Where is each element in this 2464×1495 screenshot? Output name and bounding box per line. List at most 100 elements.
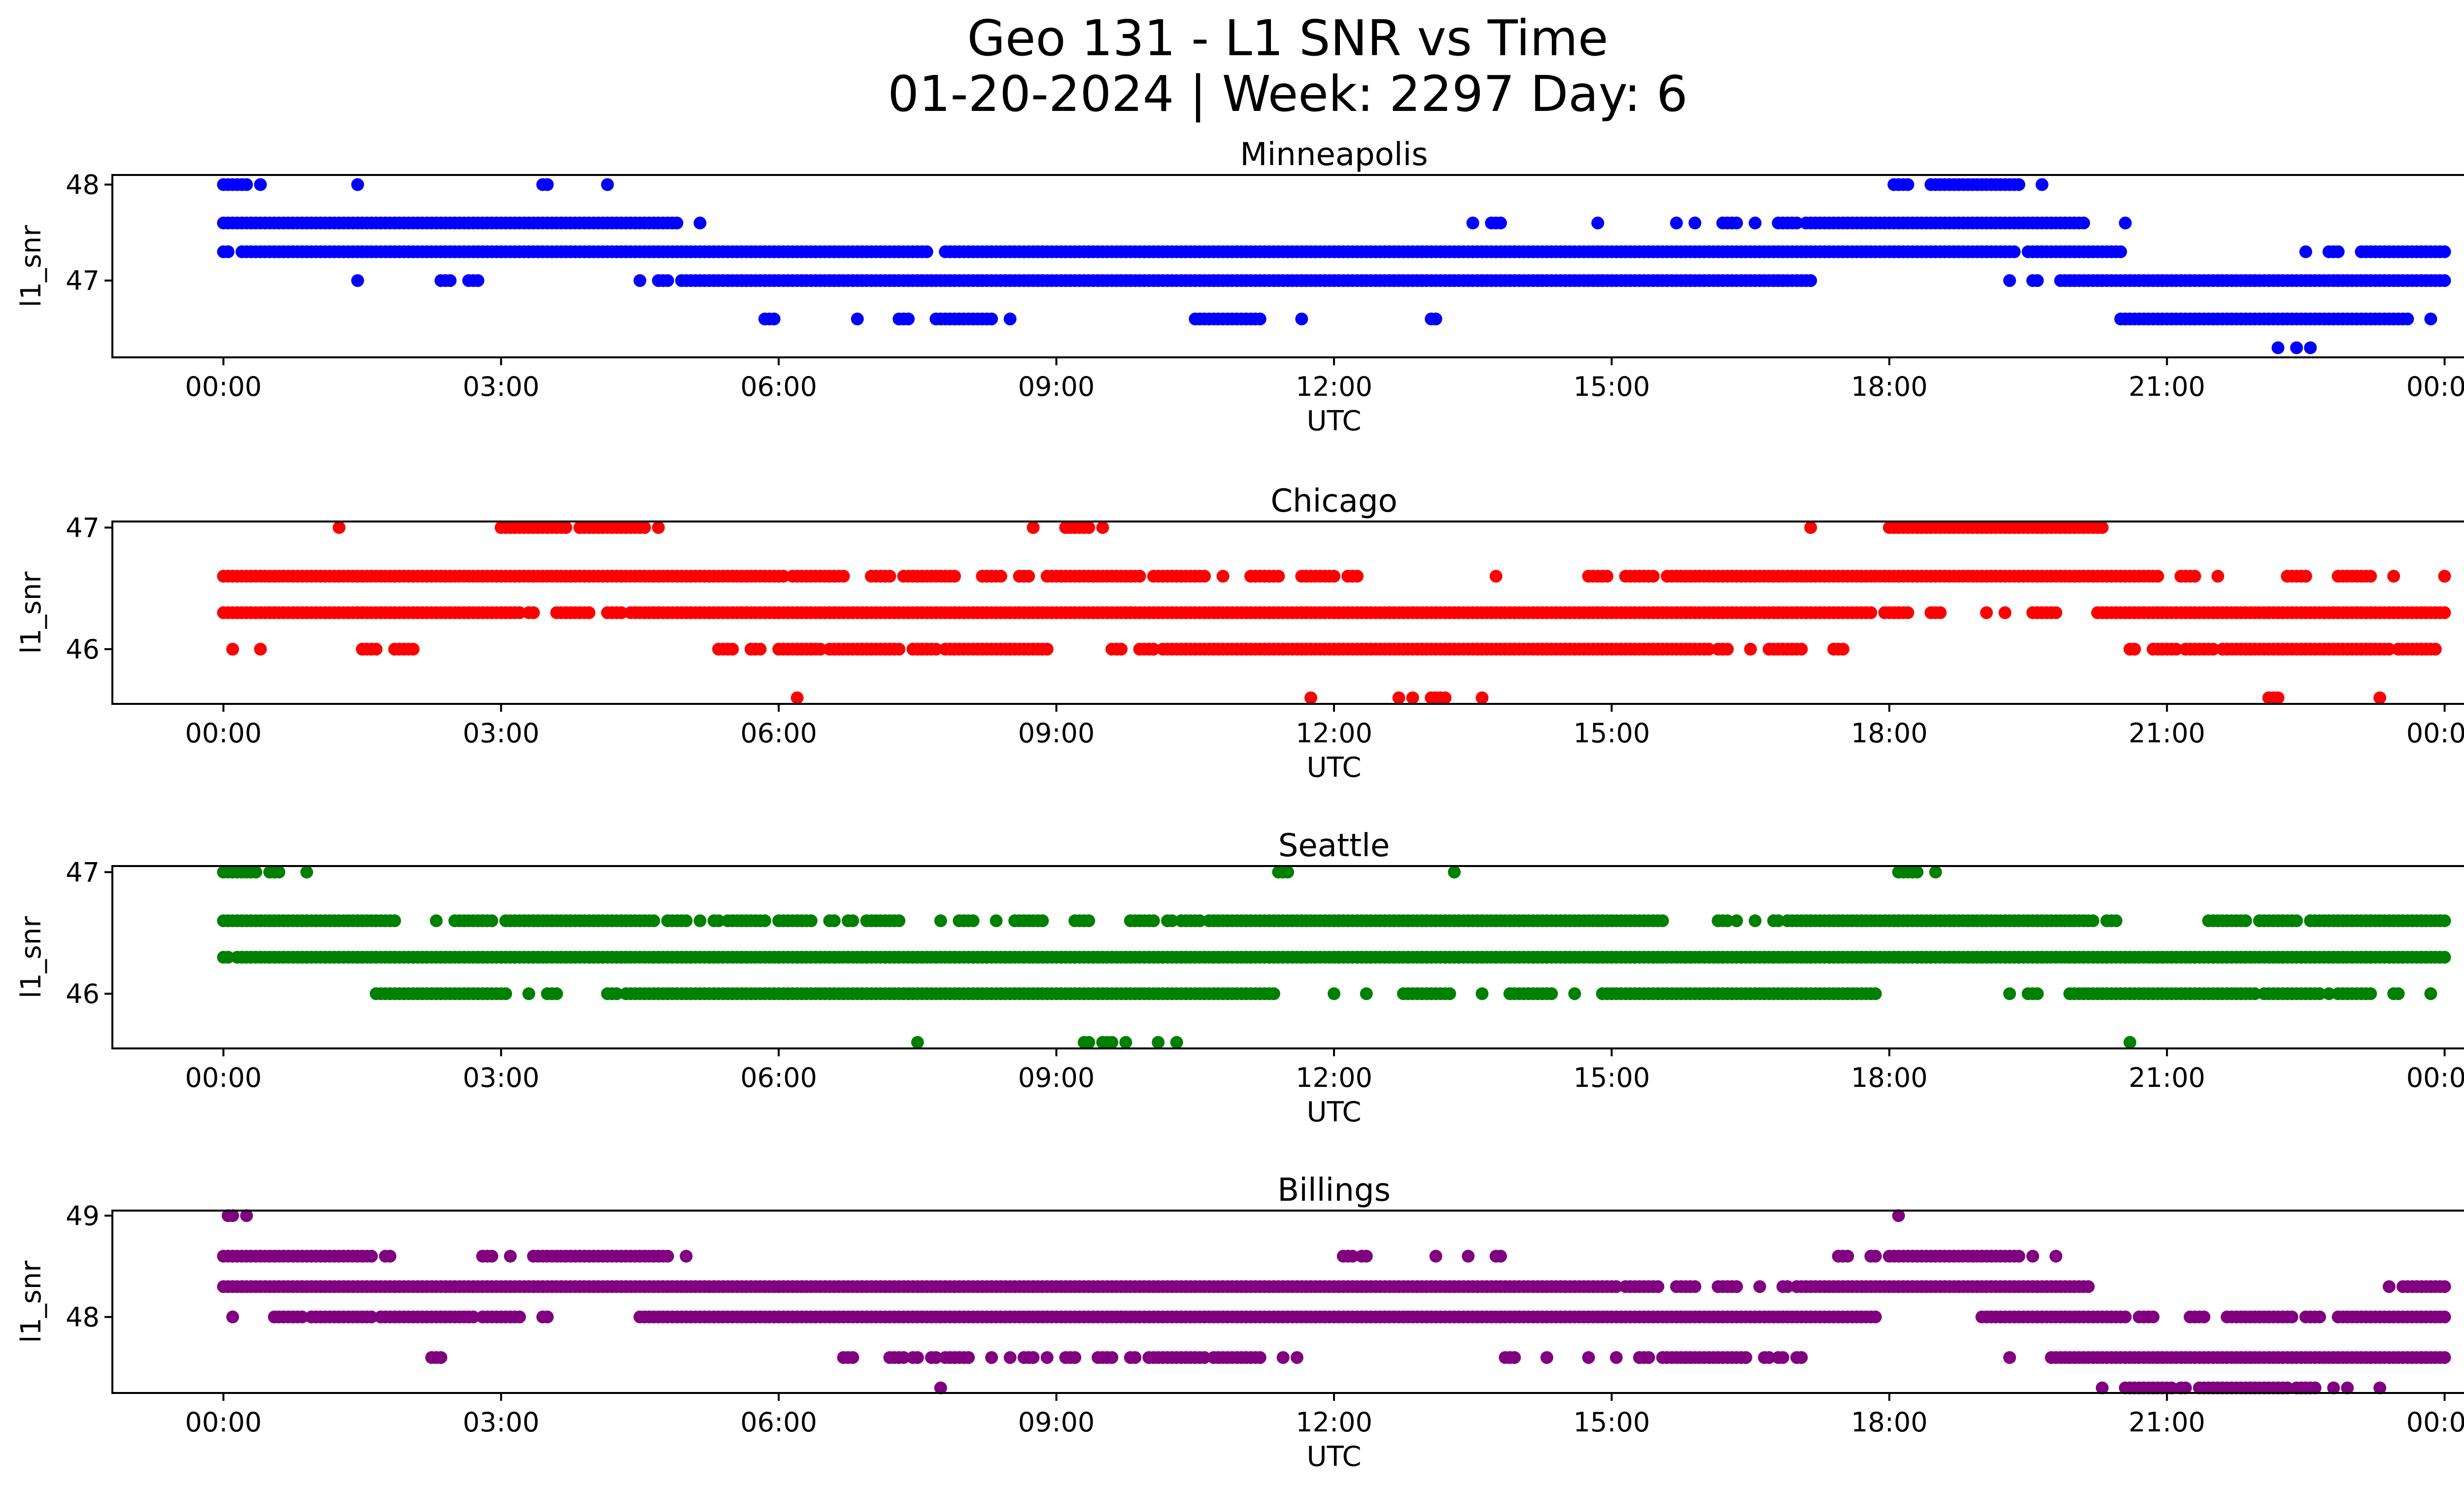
data-point — [2239, 914, 2252, 927]
data-point — [726, 643, 739, 656]
data-point — [2364, 570, 2377, 583]
data-point — [1429, 313, 1442, 326]
panel-title: Minneapolis — [1240, 137, 1428, 173]
data-point — [2003, 987, 2016, 1000]
x-tick-label: 00:00 — [2406, 1062, 2464, 1093]
data-point — [1003, 313, 1017, 326]
data-point — [1170, 1036, 1183, 1049]
y-axis-label: l1_snr — [15, 225, 47, 308]
data-point — [550, 987, 563, 1000]
data-point — [1216, 570, 1230, 583]
data-point — [2290, 341, 2303, 354]
data-point — [1601, 570, 1613, 583]
data-point — [2383, 1280, 2396, 1293]
x-tick-label: 09:00 — [1018, 1407, 1095, 1438]
data-point — [2165, 1381, 2178, 1394]
data-point — [934, 1381, 947, 1394]
x-tick-label: 00:00 — [185, 1407, 262, 1438]
data-point — [1730, 914, 1743, 927]
data-point — [777, 570, 790, 583]
data-point — [1475, 987, 1489, 1000]
data-point — [1198, 1351, 1211, 1364]
x-tick-label: 03:00 — [463, 1407, 540, 1438]
data-point — [790, 691, 804, 704]
data-point — [370, 643, 383, 656]
data-point — [1253, 313, 1266, 326]
data-point — [1721, 914, 1734, 927]
data-point — [485, 914, 498, 927]
data-point — [1929, 866, 1942, 879]
data-point — [1670, 216, 1683, 230]
data-point — [1869, 987, 1882, 1000]
data-point — [1462, 1250, 1475, 1263]
data-point — [1406, 691, 1419, 704]
data-point — [2313, 987, 2327, 1000]
data-point — [1998, 606, 2012, 619]
data-point — [1869, 1310, 1882, 1323]
data-point — [647, 914, 660, 927]
x-tick-label: 06:00 — [740, 1407, 817, 1438]
data-point — [1744, 643, 1757, 656]
y-tick-label: 47 — [66, 512, 100, 543]
data-point — [2387, 570, 2400, 583]
x-axis-label: UTC — [1306, 1441, 1361, 1473]
data-point — [1781, 1280, 1794, 1293]
x-tick-label: 00:00 — [185, 1062, 262, 1093]
data-point — [434, 1351, 447, 1364]
y-tick-label: 46 — [66, 634, 100, 665]
data-point — [680, 914, 693, 927]
x-tick-label: 00:00 — [185, 371, 262, 402]
data-point — [240, 178, 253, 191]
data-point — [504, 1250, 517, 1263]
data-point — [1193, 914, 1206, 927]
data-point — [2285, 1310, 2298, 1323]
x-tick-label: 09:00 — [1018, 1062, 1095, 1093]
data-point — [1027, 521, 1040, 534]
data-point — [513, 606, 526, 619]
data-point — [2035, 178, 2049, 191]
data-point — [2109, 914, 2122, 927]
data-point — [2438, 245, 2451, 258]
data-point — [1545, 987, 1558, 1000]
data-point — [582, 606, 596, 619]
data-point — [2114, 245, 2127, 258]
figure-title-line2: 01-20-2024 | Week: 2297 Day: 6 — [888, 65, 1687, 123]
data-point — [1739, 1351, 1752, 1364]
data-point — [2095, 521, 2109, 534]
data-point — [1328, 570, 1340, 583]
data-point — [1096, 521, 1109, 534]
x-tick-label: 06:00 — [740, 1062, 817, 1093]
data-point — [1036, 914, 1049, 927]
data-point — [827, 914, 841, 927]
panel-title: Billings — [1277, 1172, 1391, 1209]
scatter-markers — [217, 178, 2451, 354]
y-tick-label: 48 — [66, 1302, 100, 1333]
data-point — [1702, 643, 1715, 656]
data-point — [2424, 987, 2437, 1000]
data-point — [2327, 1381, 2340, 1394]
data-point — [1795, 1351, 1808, 1364]
data-point — [814, 643, 827, 656]
data-point — [1082, 914, 1095, 927]
y-tick-label: 46 — [66, 978, 100, 1009]
data-point — [2119, 216, 2132, 230]
data-point — [1198, 570, 1211, 583]
data-point — [254, 643, 267, 656]
data-point — [1869, 1250, 1882, 1263]
data-point — [1392, 691, 1405, 704]
data-point — [2373, 691, 2387, 704]
data-point — [254, 178, 267, 191]
data-point — [2438, 1351, 2451, 1364]
data-point — [1609, 1351, 1623, 1364]
data-point — [221, 951, 235, 964]
data-point — [1568, 987, 1581, 1000]
data-point — [962, 1351, 975, 1364]
scatter-markers — [217, 521, 2451, 704]
x-tick-label: 06:00 — [740, 371, 817, 402]
data-point — [990, 914, 1003, 927]
data-point — [2281, 1381, 2294, 1394]
data-point — [1267, 987, 1280, 1000]
data-point — [934, 914, 947, 927]
